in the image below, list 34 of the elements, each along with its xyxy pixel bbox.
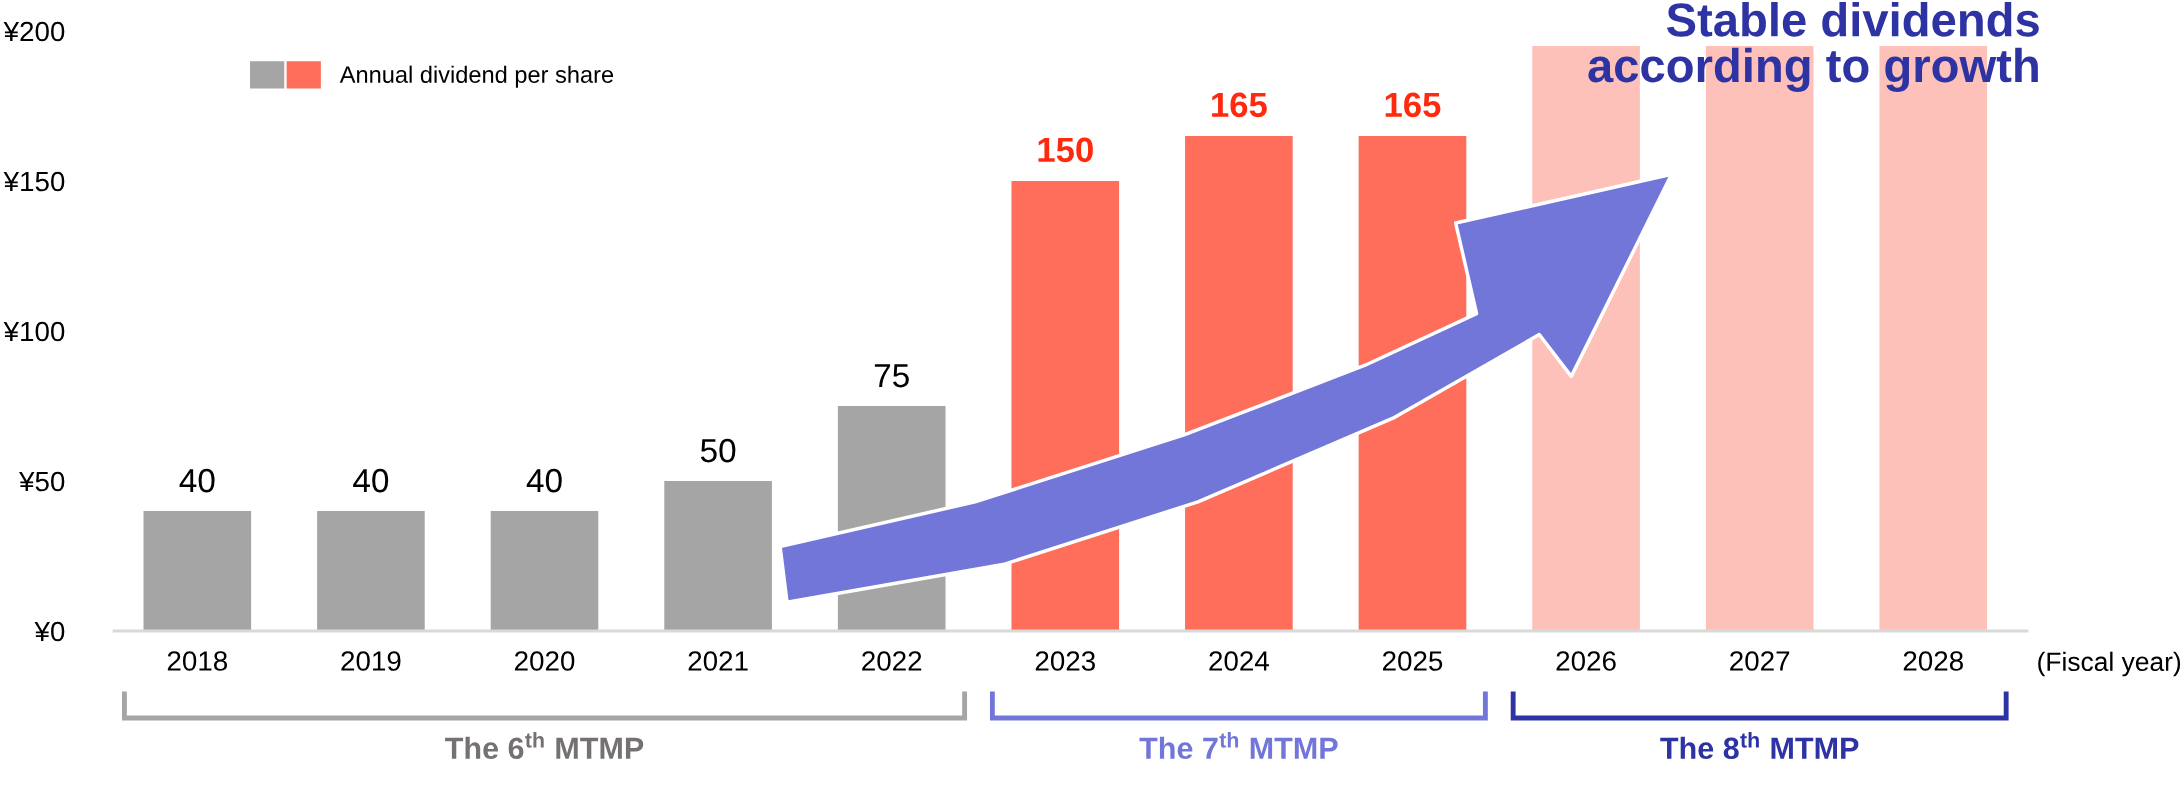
x-tick-label: 2026 xyxy=(1556,651,1616,671)
y-tick-label: ¥200 xyxy=(3,21,65,42)
x-tick-label: 2019 xyxy=(341,651,401,671)
text: The 6$^{th}$ MTMP xyxy=(445,732,644,760)
data-label: 165 xyxy=(1385,92,1441,118)
x-axis-title: (Fiscal year) xyxy=(2038,651,2181,677)
y-tick-label: ¥100 xyxy=(3,321,65,342)
annotation: Stable dividends according to growth xyxy=(1588,2,2039,92)
x-tick-label: 2024 xyxy=(1209,651,1269,671)
x-tick-label: 2025 xyxy=(1382,651,1443,671)
data-label: 150 xyxy=(1038,137,1093,163)
text: The 8$^{th}$ MTMP xyxy=(1660,732,1859,760)
x-tick-label: 2023 xyxy=(1035,651,1095,671)
x-tick-label: 2028 xyxy=(1903,651,1963,671)
y-tick-label: ¥0 xyxy=(34,621,65,642)
legend-label: Annual dividend per share xyxy=(339,65,614,88)
data-label: 75 xyxy=(874,364,909,388)
x-tick-label: 2021 xyxy=(688,651,748,671)
bar xyxy=(317,511,425,631)
bar xyxy=(664,481,772,631)
bar xyxy=(143,511,252,631)
data-label: 40 xyxy=(526,468,562,493)
y-tick-label: ¥150 xyxy=(3,171,65,192)
bar xyxy=(490,511,599,631)
text: The 7$^{th}$ MTMP xyxy=(1139,732,1338,760)
data-label: 50 xyxy=(700,438,736,463)
x-tick-label: 2020 xyxy=(515,651,575,671)
data-label: 165 xyxy=(1212,92,1267,118)
x-tick-label: 2018 xyxy=(167,651,228,671)
data-label: 40 xyxy=(353,468,389,493)
x-tick-label: 2022 xyxy=(862,651,922,671)
x-tick-label: 2027 xyxy=(1730,651,1790,671)
y-tick-label: ¥50 xyxy=(19,471,65,492)
data-label: 40 xyxy=(179,468,215,493)
